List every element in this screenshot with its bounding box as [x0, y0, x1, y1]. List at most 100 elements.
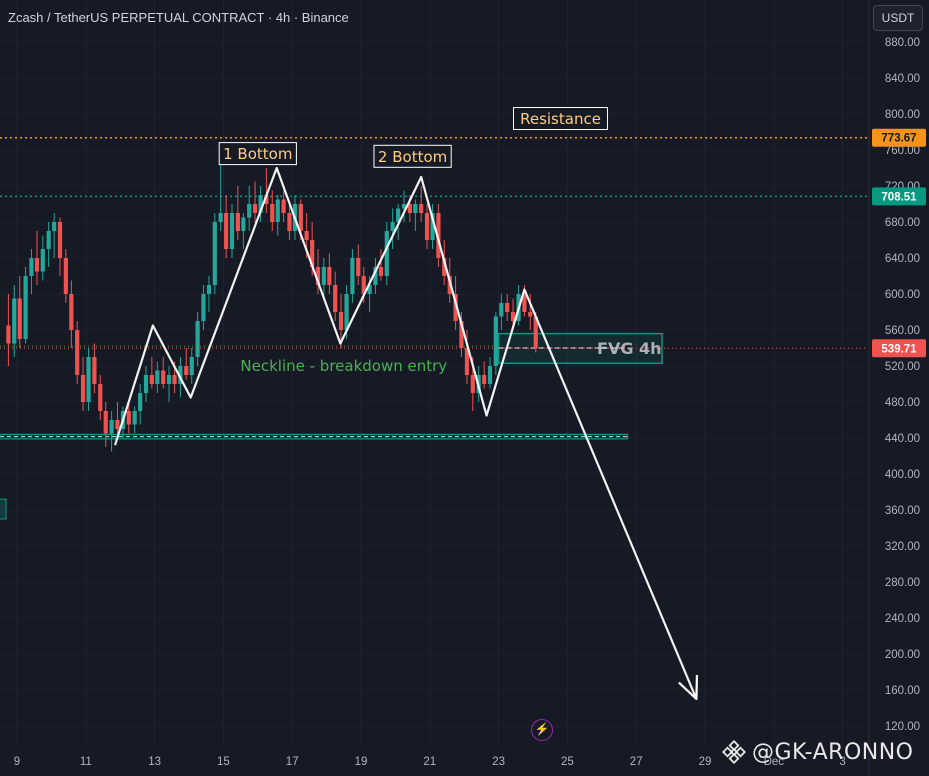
time-tick-label: 27 — [630, 756, 643, 768]
price-tick-label: 160.00 — [885, 685, 920, 697]
candle-body — [361, 276, 366, 294]
candle-body — [281, 199, 286, 213]
candle-body — [442, 258, 447, 276]
candle — [195, 312, 200, 366]
candle-body — [373, 267, 378, 285]
candle — [258, 186, 263, 222]
candle — [424, 204, 430, 249]
candle — [493, 312, 498, 375]
candle — [482, 361, 487, 389]
candle-body — [75, 330, 80, 375]
candle-body — [344, 294, 349, 330]
watermark-text: @GK-ARONNO — [752, 739, 914, 765]
candle-body — [143, 375, 149, 393]
label-1-bottom-text: 1 Bottom — [223, 145, 292, 163]
candle — [235, 186, 240, 240]
price-tick-label: 520.00 — [885, 361, 920, 373]
candle-body — [264, 195, 269, 204]
candle-body — [419, 204, 424, 213]
candle — [184, 348, 189, 380]
time-tick-label: 9 — [14, 756, 20, 768]
candle — [327, 253, 332, 294]
price-badge-label: 539.71 — [881, 343, 917, 355]
candle-body — [459, 321, 464, 348]
currency-button[interactable]: USDT — [873, 5, 923, 31]
candle-body — [378, 267, 384, 276]
label-resistance-text: Resistance — [520, 110, 601, 128]
price-tick-label: 320.00 — [885, 541, 920, 553]
lightning-icon[interactable]: ⚡ — [531, 719, 553, 741]
candle — [229, 204, 235, 258]
candle — [252, 181, 258, 222]
candle-body — [401, 204, 407, 209]
pattern-arrowhead — [678, 674, 699, 701]
candle-body — [321, 267, 326, 285]
time-tick-label: 21 — [423, 756, 436, 768]
candle — [270, 190, 275, 231]
price-tick-label: 880.00 — [885, 37, 920, 49]
candle — [333, 271, 338, 321]
candle — [23, 267, 28, 344]
candle-body — [184, 366, 189, 375]
price-tick-label: 240.00 — [885, 613, 920, 625]
time-tick-label: 25 — [561, 756, 574, 768]
candle-body — [224, 213, 229, 249]
candle — [132, 406, 137, 434]
candle-body — [470, 375, 475, 393]
left-edge-zone — [0, 498, 7, 520]
candle — [241, 213, 246, 249]
price-axis: 880.00840.00800.00760.00720.00680.00640.… — [868, 0, 929, 776]
candle-body — [247, 204, 252, 218]
pattern-path — [113, 166, 698, 700]
candle — [430, 204, 435, 249]
candles — [6, 150, 538, 452]
candle-body — [57, 222, 63, 258]
candle-body — [206, 285, 212, 294]
candle-body — [149, 375, 154, 384]
candle — [143, 366, 149, 402]
candle-body — [505, 303, 510, 312]
candle — [378, 249, 384, 281]
label-resistance-box — [513, 107, 609, 130]
candle-body — [304, 231, 309, 240]
candle-body — [522, 294, 527, 312]
watermark: @GK-ARONNO — [722, 738, 914, 766]
price-tick-label: 280.00 — [885, 577, 920, 589]
candle-body — [315, 267, 321, 285]
candle — [149, 357, 154, 389]
label-neckline-text: Neckline - breakdown entry — [240, 357, 447, 375]
candle — [505, 294, 510, 321]
candle — [350, 249, 355, 303]
candle — [12, 285, 17, 357]
candle — [126, 402, 131, 434]
candle-body — [34, 258, 40, 272]
candle — [384, 222, 389, 285]
label-1-bottom: 1 Bottom — [218, 142, 297, 166]
binance-logo-icon — [722, 740, 746, 764]
price-badge-support: 708.51 — [872, 187, 926, 206]
candle — [315, 249, 321, 294]
candle-body — [424, 213, 430, 240]
candle — [224, 195, 229, 258]
candle-body — [333, 285, 338, 312]
candle — [115, 402, 120, 438]
candle-body — [356, 258, 361, 276]
candle — [419, 186, 424, 222]
candle-body — [126, 411, 131, 425]
candle-body — [6, 325, 11, 344]
candle-body — [218, 213, 223, 222]
candle — [201, 285, 206, 330]
candle-body — [287, 213, 292, 231]
price-tick-label: 400.00 — [885, 469, 920, 481]
candle-body — [235, 213, 240, 231]
candle — [275, 195, 280, 236]
candle — [103, 402, 108, 447]
candle — [6, 294, 11, 366]
candle — [487, 357, 493, 389]
candle — [109, 411, 114, 452]
candle — [373, 258, 378, 294]
candle — [464, 330, 470, 384]
candle — [264, 168, 269, 213]
candle — [287, 204, 292, 240]
